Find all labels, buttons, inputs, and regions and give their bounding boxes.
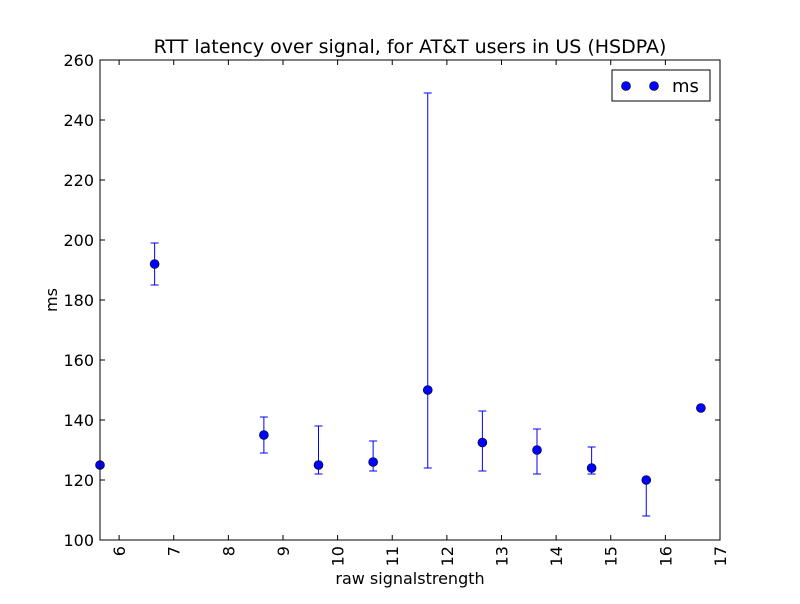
plot-frame: [99, 59, 721, 541]
x-tick-label: 12: [438, 546, 457, 566]
x-tick-label: 11: [383, 546, 402, 566]
data-point: [586, 463, 597, 473]
x-tick-label: 14: [547, 546, 566, 566]
chart-title: RTT latency over signal, for AT&T users …: [154, 36, 667, 58]
data-point: [477, 437, 488, 448]
y-tick-label: 200: [63, 231, 94, 250]
x-axis-label: raw signalstrength: [335, 569, 484, 588]
legend-label: ms: [672, 76, 699, 97]
data-point: [259, 430, 269, 440]
y-tick-label: 180: [63, 291, 94, 310]
legend-marker: [621, 81, 631, 91]
data-point: [422, 385, 433, 395]
errorbar-layer: [150, 92, 651, 517]
y-tick-label: 240: [63, 111, 94, 130]
y-tick-label: 160: [63, 351, 94, 370]
data-point: [368, 457, 378, 467]
y-tick-label: 120: [63, 471, 94, 490]
ticks-layer: 100 120 140 160 180 200 220 240 260 6 7 8 9 10 11 12 13 1…: [63, 51, 730, 566]
x-tick-label: 16: [656, 546, 675, 566]
y-tick-label: 140: [63, 411, 94, 430]
data-point: [696, 403, 706, 413]
y-tick-label: 260: [63, 51, 94, 70]
legend-marker: [649, 81, 659, 91]
x-tick-label: 10: [329, 546, 348, 566]
data-point: [641, 475, 652, 485]
data-point: [532, 445, 542, 455]
data-point: [149, 259, 160, 269]
y-tick-label: 100: [63, 531, 94, 550]
x-tick-label: 13: [492, 546, 511, 566]
y-axis-label: ms: [42, 288, 61, 312]
x-tick-label: 7: [165, 546, 184, 556]
x-tick-label: 15: [602, 546, 621, 566]
legend: ms: [611, 69, 711, 102]
data-point: [313, 460, 324, 470]
y-tick-label: 220: [63, 171, 94, 190]
points-layer: [95, 259, 706, 485]
x-tick-label: 9: [274, 546, 293, 556]
x-tick-label: 6: [110, 546, 129, 556]
x-tick-label: 8: [219, 546, 238, 556]
x-tick-label: 17: [711, 546, 730, 566]
